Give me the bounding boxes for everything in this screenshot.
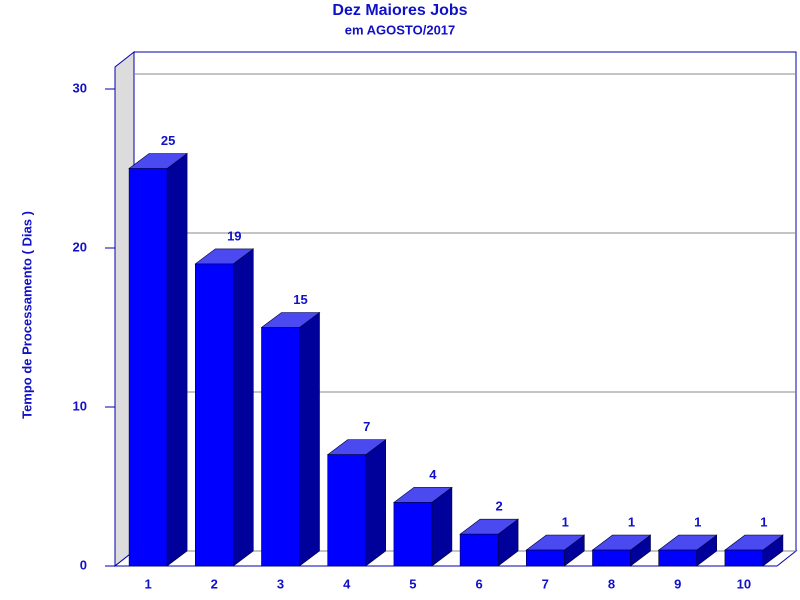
- x-tick-label: 10: [737, 576, 751, 591]
- bar-side: [365, 439, 387, 567]
- x-tick-label: 2: [211, 576, 218, 591]
- value-label: 15: [293, 292, 307, 307]
- value-label: 1: [694, 515, 701, 530]
- bar-side: [166, 152, 188, 567]
- bar: [260, 311, 321, 567]
- y-axis-label: Tempo de Processamento ( Dias ): [19, 211, 34, 419]
- bar: [392, 486, 453, 567]
- bar: [128, 152, 189, 567]
- bar: [194, 248, 255, 567]
- x-tick-label: 8: [608, 576, 615, 591]
- bar: [591, 534, 652, 567]
- bar-front: [393, 502, 433, 567]
- y-tick-label: 20: [73, 239, 87, 254]
- value-label: 2: [495, 499, 502, 514]
- value-label: 4: [429, 467, 437, 482]
- bar-front: [261, 327, 300, 567]
- bar: [459, 518, 519, 567]
- bar: [724, 534, 784, 567]
- bar-front: [195, 263, 234, 567]
- bar-front: [327, 454, 367, 567]
- value-label: 19: [227, 228, 241, 243]
- bar-side: [233, 248, 254, 567]
- bar: [657, 534, 718, 567]
- bar-front: [724, 549, 764, 567]
- chart-subtitle: em AGOSTO/2017: [345, 22, 456, 37]
- bar: [525, 534, 586, 567]
- x-tick-label: 7: [542, 576, 549, 591]
- x-tick-label: 4: [343, 576, 351, 591]
- bar-front: [592, 549, 631, 567]
- bar-front: [658, 549, 698, 567]
- bar-front: [525, 549, 565, 567]
- value-label: 1: [628, 515, 635, 530]
- x-tick-label: 3: [277, 576, 284, 591]
- value-label: 7: [363, 419, 370, 434]
- value-label: 1: [562, 515, 569, 530]
- x-tick-label: 5: [409, 576, 416, 591]
- x-tick-label: 9: [674, 576, 681, 591]
- bar-front: [128, 168, 168, 567]
- x-tick-label: 6: [475, 576, 482, 591]
- y-tick-label: 30: [73, 80, 87, 95]
- bar: [326, 439, 387, 567]
- y-tick-label: 10: [73, 398, 87, 413]
- value-label: 1: [760, 515, 767, 530]
- value-label: 25: [161, 133, 175, 148]
- bar-side: [299, 311, 320, 567]
- chart-title: Dez Maiores Jobs: [332, 2, 467, 19]
- x-tick-label: 1: [144, 576, 151, 591]
- bar-front: [459, 533, 499, 567]
- y-tick-label: 0: [80, 557, 87, 572]
